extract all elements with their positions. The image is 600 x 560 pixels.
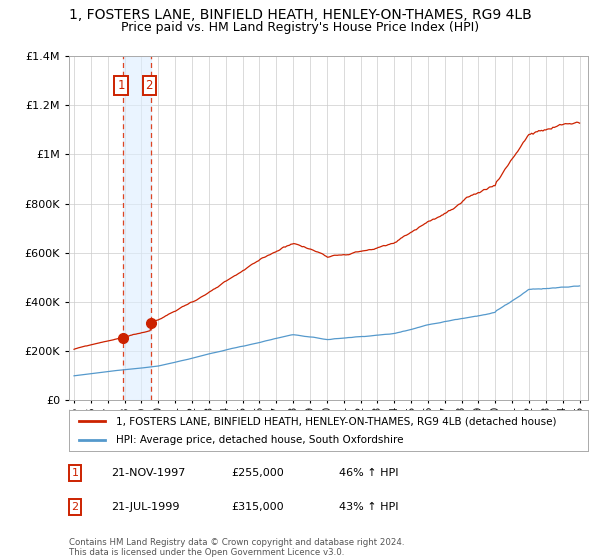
Text: Contains HM Land Registry data © Crown copyright and database right 2024.
This d: Contains HM Land Registry data © Crown c… bbox=[69, 538, 404, 557]
Text: 21-NOV-1997: 21-NOV-1997 bbox=[111, 468, 185, 478]
Text: 1, FOSTERS LANE, BINFIELD HEATH, HENLEY-ON-THAMES, RG9 4LB: 1, FOSTERS LANE, BINFIELD HEATH, HENLEY-… bbox=[68, 8, 532, 22]
Text: 2: 2 bbox=[71, 502, 79, 512]
Bar bbox=[122, 56, 151, 400]
Text: 43% ↑ HPI: 43% ↑ HPI bbox=[339, 502, 398, 512]
Text: 2: 2 bbox=[145, 79, 153, 92]
Text: 1, FOSTERS LANE, BINFIELD HEATH, HENLEY-ON-THAMES, RG9 4LB (detached house): 1, FOSTERS LANE, BINFIELD HEATH, HENLEY-… bbox=[116, 417, 556, 426]
Text: 1: 1 bbox=[118, 79, 125, 92]
Text: Price paid vs. HM Land Registry's House Price Index (HPI): Price paid vs. HM Land Registry's House … bbox=[121, 21, 479, 34]
Text: 1: 1 bbox=[71, 468, 79, 478]
Text: 21-JUL-1999: 21-JUL-1999 bbox=[111, 502, 179, 512]
Text: HPI: Average price, detached house, South Oxfordshire: HPI: Average price, detached house, Sout… bbox=[116, 435, 403, 445]
Text: £315,000: £315,000 bbox=[231, 502, 284, 512]
Text: £255,000: £255,000 bbox=[231, 468, 284, 478]
Text: 46% ↑ HPI: 46% ↑ HPI bbox=[339, 468, 398, 478]
